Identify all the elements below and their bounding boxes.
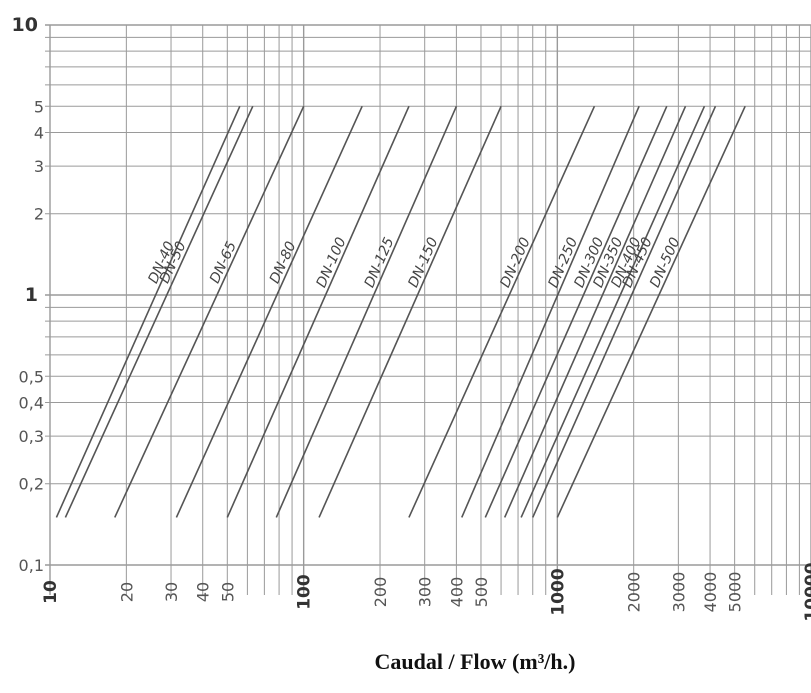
series-line-dn-125 — [275, 105, 458, 518]
y-tick-label-1: 1 — [25, 284, 38, 306]
x-tick-label-500: 500 — [472, 577, 491, 608]
series-line-dn-450 — [532, 105, 717, 518]
series-line-dn-200 — [408, 105, 596, 518]
series-line-dn-40 — [55, 105, 241, 518]
series-label-dn-65: DN-65 — [207, 239, 240, 286]
x-tick-label-200: 200 — [371, 577, 390, 608]
x-tick-label-300: 300 — [416, 577, 435, 608]
series-line-dn-50 — [64, 105, 254, 518]
y-tick-label-10: 10 — [12, 14, 38, 36]
x-tick-label-5000: 5000 — [726, 572, 745, 613]
x-tick-label-2000: 2000 — [625, 572, 644, 613]
series-line-dn-80 — [175, 105, 363, 518]
series-line-dn-300 — [484, 105, 668, 518]
series-line-dn-250 — [461, 105, 640, 518]
x-tick-label-400: 400 — [447, 577, 466, 608]
series-label-dn-80: DN-80 — [267, 239, 300, 286]
x-tick-label-3000: 3000 — [669, 572, 688, 613]
series-label-dn-200: DN-200 — [497, 235, 533, 290]
series-line-dn-150 — [318, 105, 502, 518]
x-tick-label-20: 20 — [117, 582, 136, 602]
y-tick-label-0,2: 0,2 — [19, 475, 44, 494]
x-tick-label-40: 40 — [194, 582, 213, 602]
y-tick-label-0,5: 0,5 — [19, 367, 44, 386]
x-axis-label: Caudal / Flow (m³/h.) — [375, 649, 576, 674]
series-line-dn-100 — [226, 105, 410, 518]
y-tick-label-3: 3 — [34, 157, 44, 176]
x-tick-label-30: 30 — [162, 582, 181, 602]
series-line-dn-350 — [503, 105, 687, 518]
y-tick-label-2: 2 — [34, 205, 44, 224]
x-tick-label-100: 100 — [295, 574, 315, 610]
y-tick-labels: 0,1 0,2 0,3 0,4 0,5 1 2 3 4 5 10 — [12, 14, 44, 575]
x-tick-label-1000: 1000 — [548, 568, 568, 615]
y-tick-label-4: 4 — [34, 123, 44, 142]
x-tick-label-50: 50 — [218, 582, 237, 602]
series-label-dn-125: DN-125 — [362, 235, 398, 290]
x-tick-labels: 10 20 30 40 50 100 200 300 400 500 1000 2000 3000 400… — [41, 562, 811, 621]
y-tick-label-0,1: 0,1 — [19, 556, 44, 575]
x-tick-label-10: 10 — [41, 580, 61, 604]
y-tick-label-0,3: 0,3 — [19, 427, 44, 446]
y-tick-label-5: 5 — [34, 97, 44, 116]
y-tick-label-0,4: 0,4 — [19, 393, 44, 412]
x-tick-label-4000: 4000 — [701, 572, 720, 613]
x-tick-label-10000: 10000 — [802, 562, 811, 621]
series-line-dn-500 — [556, 105, 746, 518]
series-line-dn-400 — [520, 105, 706, 518]
series-label-dn-100: DN-100 — [314, 235, 350, 290]
series-line-dn-65 — [114, 105, 305, 518]
series-label-dn-150: DN-150 — [405, 235, 441, 290]
